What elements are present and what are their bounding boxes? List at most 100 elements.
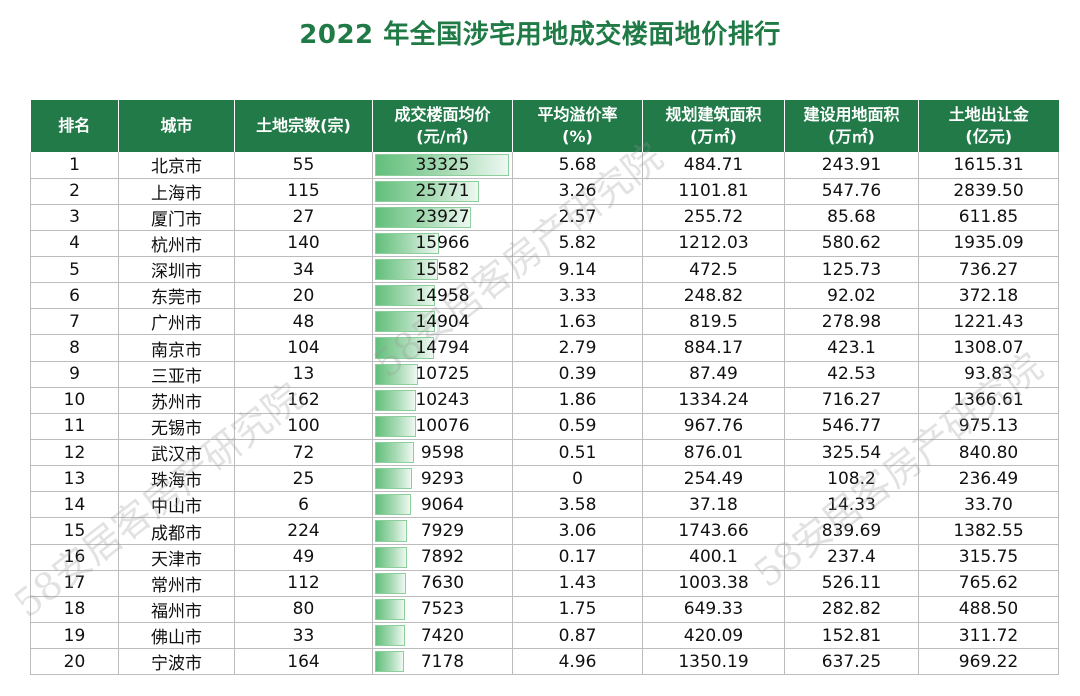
land-area-cell: 839.69 (784, 517, 919, 545)
column-header-label: 土地宗数(宗) (256, 116, 351, 135)
premium-rate-cell: 1.86 (512, 387, 643, 414)
land-area-cell: 637.25 (784, 648, 919, 676)
land-area-cell: 92.02 (784, 282, 919, 310)
table-row: 7 广州市 48 14904 1.63 819.5 278.98 1221.43 (30, 308, 1059, 336)
table-row: 20 宁波市 164 7178 4.96 1350.19 637.25 969.22 (30, 648, 1059, 676)
price-data-bar (375, 180, 479, 202)
rank-cell: 10 (30, 387, 119, 414)
column-header-unit: (亿元) (965, 127, 1013, 146)
land-count-cell: 27 (234, 204, 373, 231)
planned-area-cell: 1350.19 (642, 648, 785, 676)
table-header-row: 排名 城市 土地宗数(宗) 成交楼面均价 (元/㎡) 平均溢价率 (%) 规划建筑面积 (万㎡)… (30, 100, 1059, 152)
planned-area-cell: 967.76 (642, 413, 785, 441)
avg-price-value: 33325 (415, 154, 470, 175)
avg-price-cell: 14904 (372, 308, 513, 336)
planned-area-cell: 1101.81 (642, 178, 785, 205)
premium-rate-cell: 0.17 (512, 544, 643, 571)
premium-rate-cell: 5.68 (512, 152, 643, 179)
planned-area-cell: 87.49 (642, 361, 785, 388)
column-header-label: 规划建筑面积 (665, 105, 762, 124)
table-row: 15 成都市 224 7929 3.06 1743.66 839.69 1382.55 (30, 517, 1059, 545)
table-row: 4 杭州市 140 15966 5.82 1212.03 580.62 1935.09 (30, 230, 1059, 258)
premium-rate-cell: 2.57 (512, 204, 643, 231)
price-data-bar (375, 363, 418, 385)
avg-price-value: 25771 (415, 181, 470, 202)
price-data-bar (375, 285, 435, 307)
price-data-bar (375, 546, 407, 568)
table-row: 5 深圳市 34 15582 9.14 472.5 125.73 736.27 (30, 256, 1059, 284)
city-cell: 三亚市 (118, 361, 235, 388)
price-data-bar (375, 625, 405, 647)
table-row: 3 厦门市 27 23927 2.57 255.72 85.68 611.85 (30, 204, 1059, 231)
rank-cell: 18 (30, 596, 119, 624)
planned-area-cell: 884.17 (642, 334, 785, 362)
column-header: 平均溢价率 (%) (512, 100, 643, 152)
city-cell: 常州市 (118, 570, 235, 597)
land-area-cell: 108.2 (784, 465, 919, 493)
premium-rate-cell: 1.75 (512, 596, 643, 624)
land-area-cell: 423.1 (784, 334, 919, 362)
land-count-cell: 13 (234, 361, 373, 388)
table-row: 14 中山市 6 9064 3.58 37.18 14.33 33.70 (30, 491, 1059, 519)
city-cell: 成都市 (118, 517, 235, 545)
rank-cell: 9 (30, 361, 119, 388)
avg-price-value: 7892 (420, 547, 465, 568)
table-row: 19 佛山市 33 7420 0.87 420.09 152.81 311.72 (30, 622, 1059, 650)
table-row: 16 天津市 49 7892 0.17 400.1 237.4 315.75 (30, 544, 1059, 571)
revenue-cell: 1221.43 (918, 308, 1059, 336)
land-count-cell: 34 (234, 256, 373, 284)
planned-area-cell: 1003.38 (642, 570, 785, 597)
avg-price-value: 10076 (415, 416, 470, 437)
avg-price-value: 7630 (420, 573, 465, 594)
ranking-table: 排名 城市 土地宗数(宗) 成交楼面均价 (元/㎡) 平均溢价率 (%) 规划建筑面积 (万㎡)… (30, 100, 1059, 676)
price-data-bar (375, 259, 438, 281)
city-cell: 无锡市 (118, 413, 235, 441)
revenue-cell: 93.83 (918, 361, 1059, 388)
planned-area-cell: 1334.24 (642, 387, 785, 414)
table-row: 9 三亚市 13 10725 0.39 87.49 42.53 93.83 (30, 361, 1059, 388)
page-title: 2022 年全国涉宅用地成交楼面地价排行 (299, 20, 781, 50)
revenue-cell: 765.62 (918, 570, 1059, 597)
city-cell: 苏州市 (118, 387, 235, 414)
revenue-cell: 372.18 (918, 282, 1059, 310)
land-area-cell: 243.91 (784, 152, 919, 179)
premium-rate-cell: 5.82 (512, 230, 643, 258)
planned-area-cell: 400.1 (642, 544, 785, 571)
rank-cell: 16 (30, 544, 119, 571)
avg-price-cell: 7929 (372, 517, 513, 545)
planned-area-cell: 248.82 (642, 282, 785, 310)
land-area-cell: 282.82 (784, 596, 919, 624)
table-row: 10 苏州市 162 10243 1.86 1334.24 716.27 1366.61 (30, 387, 1059, 414)
avg-price-cell: 7892 (372, 544, 513, 571)
table-body: 1 北京市 55 33325 5.68 484.71 243.91 1615.31 2 上海市 11… (30, 152, 1059, 676)
planned-area-cell: 484.71 (642, 152, 785, 179)
avg-price-cell: 9598 (372, 439, 513, 467)
land-count-cell: 80 (234, 596, 373, 624)
planned-area-cell: 649.33 (642, 596, 785, 624)
rank-cell: 2 (30, 178, 119, 205)
land-count-cell: 20 (234, 282, 373, 310)
avg-price-cell: 14794 (372, 334, 513, 362)
price-data-bar (375, 311, 435, 333)
revenue-cell: 2839.50 (918, 178, 1059, 205)
column-header: 土地宗数(宗) (234, 100, 373, 152)
land-area-cell: 152.81 (784, 622, 919, 650)
avg-price-cell: 7630 (372, 570, 513, 597)
avg-price-cell: 7420 (372, 622, 513, 650)
avg-price-cell: 10725 (372, 361, 513, 388)
rank-cell: 15 (30, 517, 119, 545)
avg-price-cell: 15582 (372, 256, 513, 284)
premium-rate-cell: 9.14 (512, 256, 643, 284)
column-header: 土地出让金 (亿元) (918, 100, 1059, 152)
avg-price-value: 15582 (415, 259, 470, 280)
rank-cell: 5 (30, 256, 119, 284)
price-data-bar (375, 206, 471, 228)
avg-price-value: 7523 (420, 599, 465, 620)
column-header-label: 建设用地面积 (803, 105, 900, 124)
planned-area-cell: 876.01 (642, 439, 785, 467)
rank-cell: 3 (30, 204, 119, 231)
land-count-cell: 48 (234, 308, 373, 336)
column-header-unit: (%) (562, 127, 593, 146)
revenue-cell: 1366.61 (918, 387, 1059, 414)
